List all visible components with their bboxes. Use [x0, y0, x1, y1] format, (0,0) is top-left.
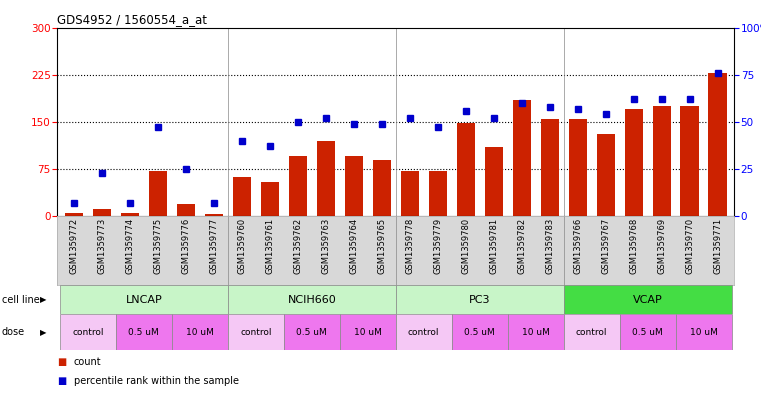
- Text: 0.5 uM: 0.5 uM: [464, 328, 495, 336]
- Bar: [172, 314, 228, 350]
- Bar: [148, 171, 167, 216]
- Bar: [619, 314, 676, 350]
- Text: GSM1359777: GSM1359777: [209, 218, 218, 274]
- Text: GSM1359781: GSM1359781: [489, 218, 498, 274]
- Text: GSM1359771: GSM1359771: [713, 218, 722, 274]
- Text: GSM1359767: GSM1359767: [601, 218, 610, 274]
- Bar: [625, 109, 643, 216]
- Bar: [121, 213, 139, 216]
- Bar: [457, 123, 475, 216]
- Bar: [564, 314, 619, 350]
- Text: LNCAP: LNCAP: [126, 295, 162, 305]
- Text: NCIH660: NCIH660: [288, 295, 336, 305]
- Bar: [233, 177, 251, 216]
- Text: GSM1359779: GSM1359779: [433, 218, 442, 274]
- Bar: [317, 141, 335, 216]
- Bar: [345, 156, 363, 216]
- Text: 0.5 uM: 0.5 uM: [296, 328, 327, 336]
- Text: dose: dose: [2, 327, 24, 337]
- Bar: [284, 314, 339, 350]
- Text: ■: ■: [57, 376, 66, 386]
- Text: GSM1359782: GSM1359782: [517, 218, 526, 274]
- Text: GSM1359774: GSM1359774: [126, 218, 135, 274]
- Text: count: count: [74, 356, 101, 367]
- Text: 10 uM: 10 uM: [354, 328, 382, 336]
- Text: control: control: [408, 328, 439, 336]
- Bar: [373, 160, 391, 216]
- Text: VCAP: VCAP: [632, 295, 663, 305]
- Text: GSM1359783: GSM1359783: [545, 218, 554, 274]
- Text: GSM1359776: GSM1359776: [181, 218, 190, 274]
- Bar: [564, 285, 731, 314]
- Text: GSM1359760: GSM1359760: [237, 218, 247, 274]
- Text: GSM1359768: GSM1359768: [629, 218, 638, 274]
- Text: 0.5 uM: 0.5 uM: [632, 328, 663, 336]
- Bar: [513, 100, 530, 216]
- Text: 10 uM: 10 uM: [689, 328, 718, 336]
- Text: PC3: PC3: [469, 295, 490, 305]
- Bar: [339, 314, 396, 350]
- Bar: [65, 213, 83, 216]
- Bar: [228, 285, 396, 314]
- Bar: [540, 119, 559, 216]
- Bar: [396, 314, 452, 350]
- Text: ▶: ▶: [40, 328, 47, 336]
- Text: ■: ■: [57, 356, 66, 367]
- Text: GDS4952 / 1560554_a_at: GDS4952 / 1560554_a_at: [57, 13, 207, 26]
- Text: GSM1359761: GSM1359761: [266, 218, 274, 274]
- Text: GSM1359765: GSM1359765: [377, 218, 387, 274]
- Bar: [116, 314, 172, 350]
- Text: GSM1359769: GSM1359769: [657, 218, 666, 274]
- Bar: [708, 73, 727, 216]
- Bar: [93, 209, 111, 216]
- Text: cell line: cell line: [2, 295, 40, 305]
- Text: percentile rank within the sample: percentile rank within the sample: [74, 376, 239, 386]
- Bar: [680, 106, 699, 216]
- Text: 10 uM: 10 uM: [522, 328, 549, 336]
- Text: GSM1359775: GSM1359775: [153, 218, 162, 274]
- Bar: [400, 171, 419, 216]
- Bar: [205, 214, 223, 216]
- Bar: [485, 147, 503, 216]
- Text: GSM1359773: GSM1359773: [97, 218, 107, 274]
- Text: GSM1359772: GSM1359772: [69, 218, 78, 274]
- Text: ▶: ▶: [40, 295, 47, 304]
- Bar: [228, 314, 284, 350]
- Text: GSM1359770: GSM1359770: [685, 218, 694, 274]
- Bar: [60, 314, 116, 350]
- Text: control: control: [576, 328, 607, 336]
- Text: GSM1359762: GSM1359762: [293, 218, 302, 274]
- Text: 10 uM: 10 uM: [186, 328, 214, 336]
- Bar: [177, 204, 195, 216]
- Bar: [452, 314, 508, 350]
- Text: GSM1359780: GSM1359780: [461, 218, 470, 274]
- Bar: [261, 182, 279, 216]
- Text: 0.5 uM: 0.5 uM: [129, 328, 159, 336]
- Bar: [396, 285, 564, 314]
- Bar: [60, 285, 228, 314]
- Bar: [652, 106, 670, 216]
- Bar: [428, 171, 447, 216]
- Text: GSM1359766: GSM1359766: [573, 218, 582, 274]
- Bar: [676, 314, 731, 350]
- Bar: [597, 134, 615, 216]
- Text: GSM1359778: GSM1359778: [405, 218, 414, 274]
- Text: control: control: [72, 328, 103, 336]
- Bar: [508, 314, 564, 350]
- Text: control: control: [240, 328, 272, 336]
- Text: GSM1359764: GSM1359764: [349, 218, 358, 274]
- Bar: [288, 156, 307, 216]
- Bar: [568, 119, 587, 216]
- Text: GSM1359763: GSM1359763: [321, 218, 330, 274]
